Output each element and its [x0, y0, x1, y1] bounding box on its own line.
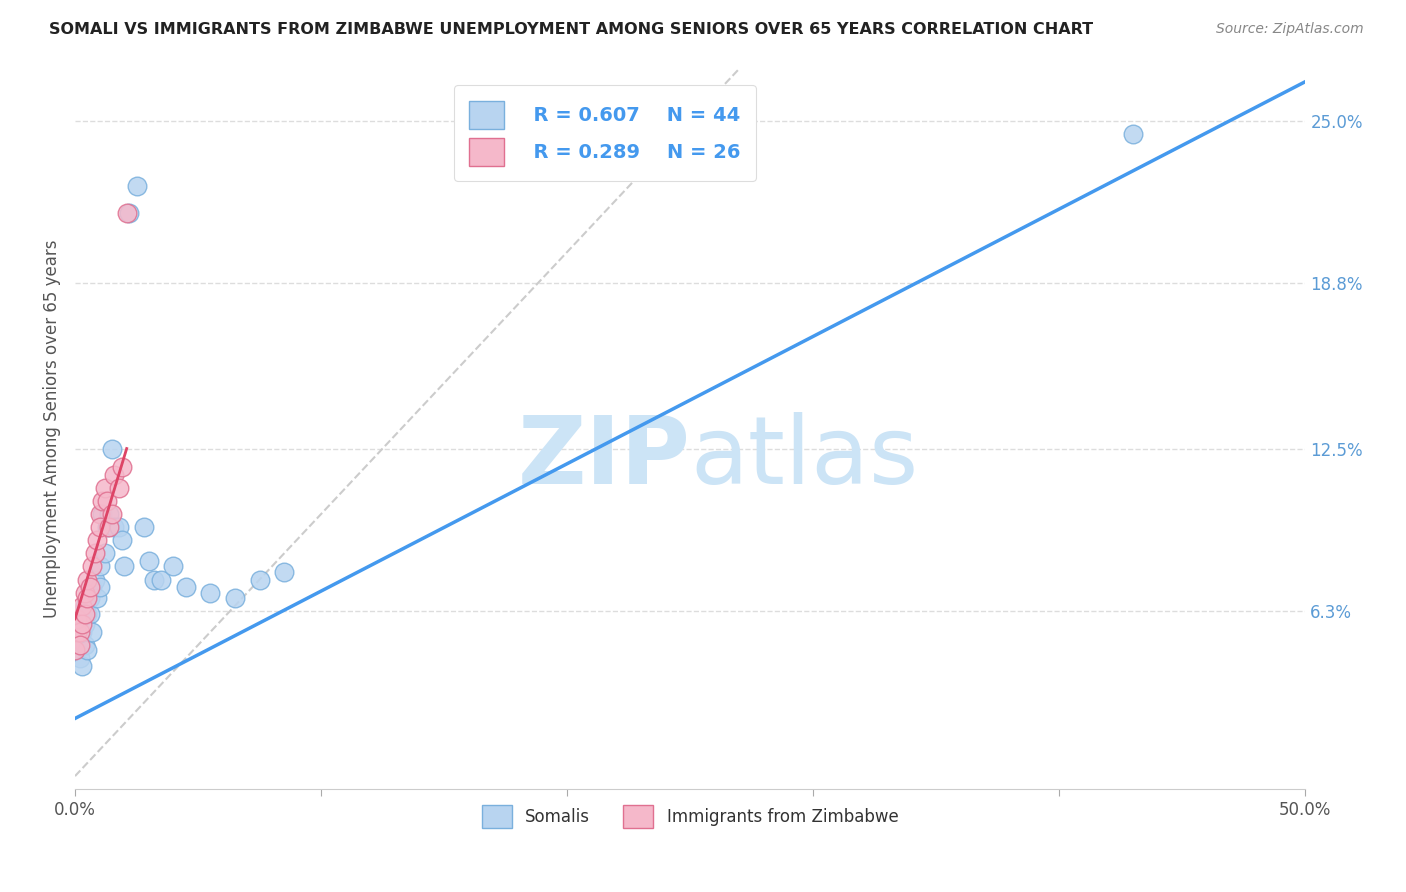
Point	[1122, 127, 1144, 141]
Point	[76, 607, 98, 621]
Point	[174, 581, 197, 595]
Text: SOMALI VS IMMIGRANTS FROM ZIMBABWE UNEMPLOYMENT AMONG SENIORS OVER 65 YEARS CORR: SOMALI VS IMMIGRANTS FROM ZIMBABWE UNEMP…	[49, 22, 1094, 37]
Point	[96, 494, 118, 508]
Point	[73, 607, 96, 621]
Point	[249, 573, 271, 587]
Point	[73, 599, 96, 613]
Point	[86, 591, 108, 605]
Point	[112, 559, 135, 574]
Text: ZIP: ZIP	[517, 412, 690, 504]
Point	[103, 467, 125, 482]
Point	[69, 632, 91, 647]
Point	[63, 624, 86, 639]
Point	[69, 617, 91, 632]
Point	[72, 617, 94, 632]
Point	[89, 520, 111, 534]
Point	[72, 624, 94, 639]
Point	[200, 585, 222, 599]
Point	[86, 533, 108, 548]
Point	[273, 565, 295, 579]
Point	[103, 520, 125, 534]
Point	[72, 612, 94, 626]
Point	[125, 179, 148, 194]
Point	[142, 573, 165, 587]
Point	[98, 520, 121, 534]
Point	[73, 638, 96, 652]
Point	[76, 573, 98, 587]
Point	[73, 585, 96, 599]
Point	[162, 559, 184, 574]
Point	[69, 624, 91, 639]
Point	[73, 617, 96, 632]
Point	[76, 643, 98, 657]
Point	[66, 624, 89, 639]
Point	[89, 559, 111, 574]
Point	[66, 612, 89, 626]
Point	[108, 520, 131, 534]
Point	[89, 507, 111, 521]
Point	[83, 573, 105, 587]
Y-axis label: Unemployment Among Seniors over 65 years: Unemployment Among Seniors over 65 years	[44, 240, 60, 618]
Point	[150, 573, 173, 587]
Point	[63, 643, 86, 657]
Point	[93, 546, 115, 560]
Point	[69, 638, 91, 652]
Text: Source: ZipAtlas.com: Source: ZipAtlas.com	[1216, 22, 1364, 37]
Point	[91, 507, 114, 521]
Point	[96, 520, 118, 534]
Point	[82, 559, 104, 574]
Point	[108, 481, 131, 495]
Point	[101, 507, 124, 521]
Point	[111, 459, 134, 474]
Point	[72, 659, 94, 673]
Point	[79, 581, 101, 595]
Legend: Somalis, Immigrants from Zimbabwe: Somalis, Immigrants from Zimbabwe	[475, 798, 905, 835]
Point	[91, 494, 114, 508]
Point	[98, 507, 121, 521]
Point	[118, 205, 141, 219]
Point	[83, 546, 105, 560]
Point	[66, 638, 89, 652]
Point	[66, 643, 89, 657]
Point	[79, 607, 101, 621]
Point	[79, 591, 101, 605]
Point	[138, 554, 160, 568]
Point	[111, 533, 134, 548]
Point	[76, 591, 98, 605]
Point	[72, 599, 94, 613]
Point	[69, 651, 91, 665]
Point	[101, 442, 124, 456]
Point	[89, 581, 111, 595]
Point	[82, 624, 104, 639]
Point	[82, 581, 104, 595]
Point	[115, 205, 138, 219]
Point	[132, 520, 155, 534]
Point	[224, 591, 246, 605]
Point	[93, 481, 115, 495]
Text: atlas: atlas	[690, 412, 918, 504]
